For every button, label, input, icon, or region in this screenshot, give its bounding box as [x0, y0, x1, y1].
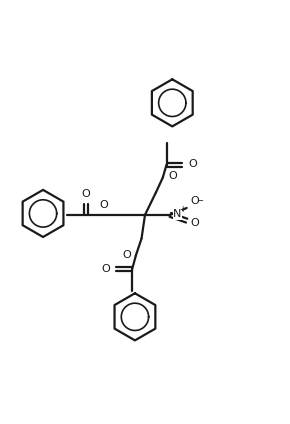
Text: O: O — [191, 196, 200, 206]
Text: −: − — [196, 196, 203, 205]
Text: O: O — [189, 159, 197, 169]
Text: O: O — [101, 264, 110, 274]
Text: +: + — [179, 205, 185, 214]
Text: O: O — [81, 189, 90, 199]
Text: O: O — [191, 218, 200, 229]
Text: O: O — [100, 200, 108, 210]
Text: O: O — [168, 171, 177, 181]
Text: N: N — [173, 209, 182, 219]
Text: O: O — [122, 250, 130, 260]
